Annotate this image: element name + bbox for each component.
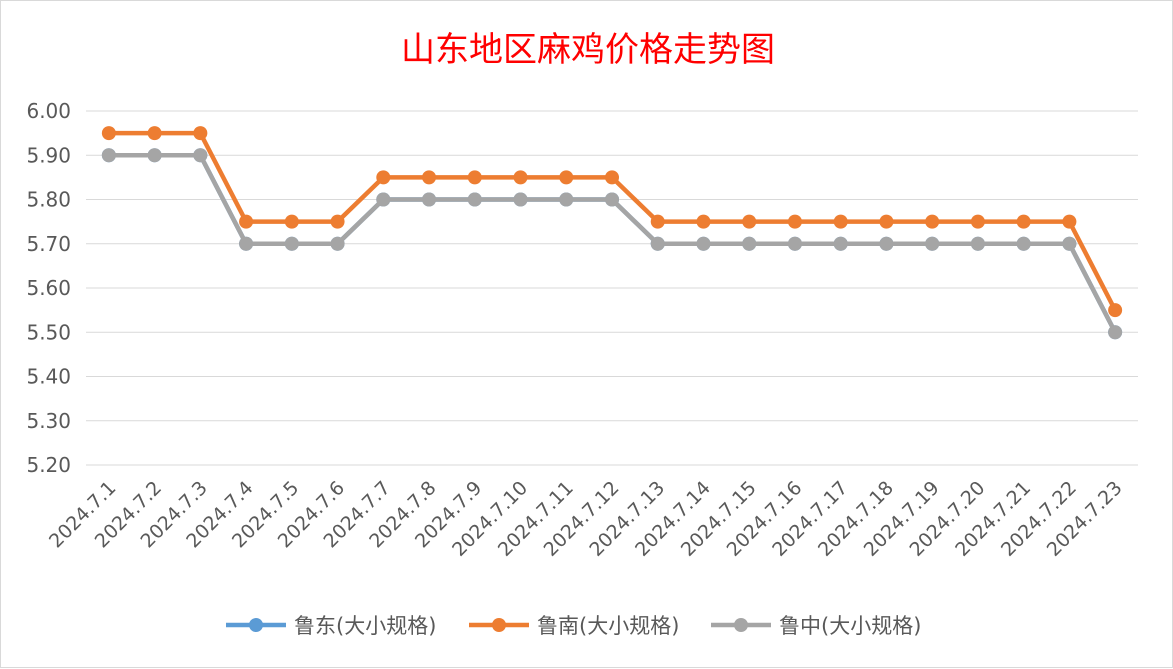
y-tick-label: 5.40 (26, 365, 71, 389)
data-point (422, 192, 437, 207)
y-tick-label: 5.70 (26, 232, 71, 256)
data-point (101, 126, 116, 141)
data-point (833, 236, 848, 251)
data-point (742, 236, 757, 251)
x-axis-ticks: 2024.7.12024.7.22024.7.32024.7.42024.7.5… (45, 477, 1127, 561)
data-point (970, 236, 985, 251)
data-point (879, 236, 894, 251)
data-point (513, 192, 528, 207)
data-point (147, 148, 162, 163)
y-tick-label: 5.60 (26, 276, 71, 300)
data-point (330, 214, 345, 229)
legend-label: 鲁中(大小规格) (779, 614, 921, 638)
data-point (193, 126, 208, 141)
data-point (742, 214, 757, 229)
data-point (101, 148, 116, 163)
data-point (605, 170, 619, 185)
data-point (422, 170, 437, 185)
data-point (650, 236, 665, 251)
data-point (559, 170, 574, 185)
data-point (1016, 214, 1031, 229)
data-point (605, 192, 619, 207)
y-tick-label: 5.20 (26, 453, 71, 477)
data-point (284, 214, 299, 229)
chart-title: 山东地区麻鸡价格走势图 (401, 30, 775, 70)
data-point (1016, 236, 1031, 251)
y-tick-label: 5.90 (26, 143, 71, 167)
data-point (467, 192, 482, 207)
data-point (1108, 303, 1123, 318)
data-point (467, 170, 482, 185)
legend-marker (492, 618, 506, 632)
data-point (513, 170, 528, 185)
y-tick-label: 5.50 (26, 320, 71, 344)
data-point (696, 214, 711, 229)
y-tick-label: 6.00 (26, 99, 71, 123)
data-point (925, 236, 940, 251)
legend-marker (734, 618, 748, 632)
data-point (193, 148, 208, 163)
legend-item: 鲁南(大小规格) (469, 614, 679, 638)
data-point (147, 126, 162, 141)
legend-marker (249, 618, 263, 632)
series-2 (101, 126, 1123, 318)
data-point (696, 236, 711, 251)
data-point (1062, 236, 1077, 251)
y-axis-ticks: 5.20 5.30 5.40 5.50 5.60 5.70 5.80 5.90 6.00 (26, 99, 71, 477)
data-point (833, 214, 848, 229)
data-point (1062, 214, 1077, 229)
series-3 (101, 148, 1123, 340)
legend-item: 鲁中(大小规格) (711, 614, 921, 638)
series-line (108, 130, 1118, 312)
data-point (376, 170, 391, 185)
data-point (559, 192, 574, 207)
data-point (376, 192, 391, 207)
data-point (970, 214, 985, 229)
y-tick-label: 5.80 (26, 188, 71, 212)
y-tick-label: 5.30 (26, 409, 71, 433)
data-point (650, 214, 665, 229)
data-point (879, 214, 894, 229)
data-point (925, 214, 940, 229)
data-point (284, 236, 299, 251)
data-point (1108, 325, 1123, 340)
data-point (239, 236, 254, 251)
legend-label: 鲁东(大小规格) (294, 614, 436, 638)
series-group (101, 126, 1123, 340)
legend-label: 鲁南(大小规格) (537, 614, 679, 638)
legend-item: 鲁东(大小规格) (226, 614, 436, 638)
legend: 鲁东(大小规格) 鲁南(大小规格) 鲁中(大小规格) (226, 614, 921, 638)
data-point (787, 214, 802, 229)
data-point (330, 236, 345, 251)
gridlines (86, 110, 1138, 466)
data-point (787, 236, 802, 251)
data-point (239, 214, 254, 229)
